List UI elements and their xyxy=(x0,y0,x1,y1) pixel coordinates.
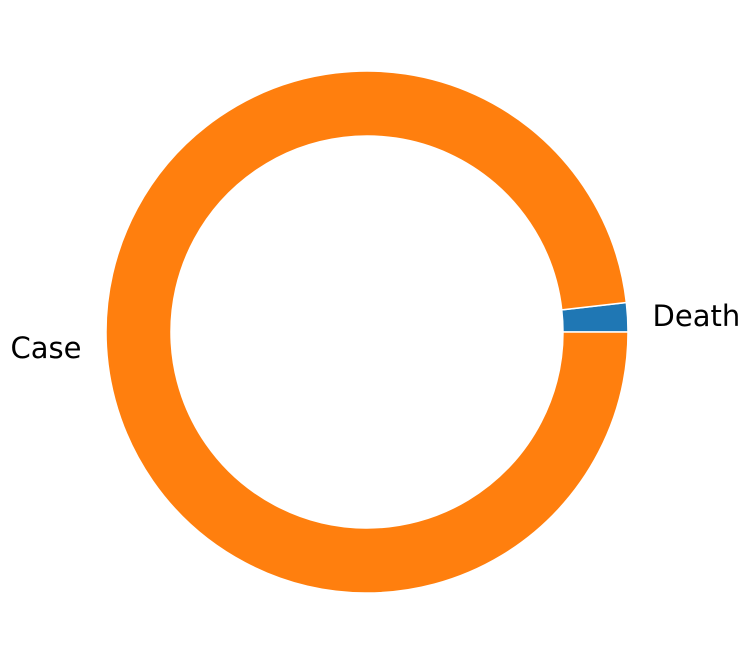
slice-case xyxy=(105,70,629,594)
slice-labels: Death Case xyxy=(10,299,740,365)
slice-label-case: Case xyxy=(10,331,81,365)
slice-label-death: Death xyxy=(653,299,741,333)
donut-slices xyxy=(105,70,629,594)
